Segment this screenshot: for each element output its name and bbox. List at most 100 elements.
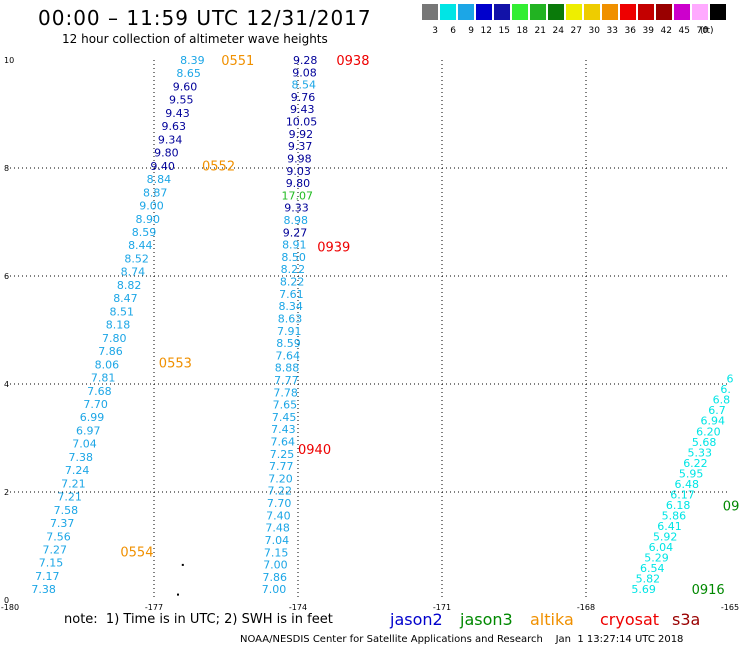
cryosat-track: 9.289.088.549.769.4310.059.929.379.989.0… <box>262 54 370 596</box>
x-tick-label: -168 <box>577 603 595 610</box>
color-swatch <box>440 4 456 20</box>
wave-height-map: -180 -177 -174 -171 -168 -165 0 2 4 6 8 10 8.398.65… <box>1 54 739 610</box>
wave-height-point: 8.39 <box>180 54 205 67</box>
wave-height-point: 9.55 <box>169 94 194 107</box>
wave-height-point: 6 <box>727 373 734 386</box>
legend-altika: altika <box>530 610 574 629</box>
wave-height-point: 9.03 <box>286 165 311 178</box>
pass-time-label: 09 <box>723 500 740 515</box>
wave-height-point: 7.81 <box>91 372 116 385</box>
color-scale-label: 45 <box>678 26 690 36</box>
wave-height-point: 7.86 <box>262 571 287 584</box>
pass-time-label: 0916 <box>692 583 725 598</box>
wave-height-point: 9.80 <box>286 177 311 190</box>
wave-height-point: 8.98 <box>284 214 309 227</box>
wave-height-point: 8.52 <box>124 252 149 265</box>
wave-height-point: 6.41 <box>657 520 682 533</box>
wave-height-point: 9.43 <box>290 103 315 116</box>
color-swatch <box>710 4 726 20</box>
y-tick-label: 8 <box>4 164 9 173</box>
wave-height-point: 8.34 <box>278 300 303 313</box>
wave-height-point: 8.82 <box>117 279 142 292</box>
wave-height-point: 7.80 <box>102 332 127 345</box>
color-scale-label: 33 <box>606 26 618 36</box>
wave-height-point: 9.63 <box>162 120 187 133</box>
wave-height-point: 7.00 <box>262 583 287 596</box>
color-swatch <box>548 4 564 20</box>
wave-height-point: 7.58 <box>54 504 79 517</box>
y-tick-label: 0 <box>4 596 9 605</box>
wave-height-point: 9.40 <box>150 160 175 173</box>
wave-height-point: 9.76 <box>291 91 316 104</box>
color-swatch <box>656 4 672 20</box>
wave-height-point: 5.95 <box>679 467 704 480</box>
wave-height-point: 8.51 <box>109 305 134 318</box>
y-tick-label: 10 <box>4 56 14 65</box>
pass-time-label: 0940 <box>298 443 331 458</box>
wave-height-point: 7.20 <box>268 472 293 485</box>
wave-height-point: 6.99 <box>80 411 105 424</box>
wave-height-point: 6.8 <box>713 394 731 407</box>
wave-height-point: 7.04 <box>72 438 97 451</box>
wave-height-point: 6.20 <box>696 425 721 438</box>
wave-height-point: 7.27 <box>43 544 68 557</box>
wave-height-point: 6.54 <box>640 562 665 575</box>
color-scale-label: 3 <box>432 26 438 36</box>
wave-height-point: 9.43 <box>165 107 190 120</box>
wave-height-point: 9.33 <box>284 202 309 215</box>
color-scale-label: 21 <box>534 26 546 36</box>
wave-height-point: 8.18 <box>106 319 131 332</box>
wave-height-point: 7.38 <box>69 451 94 464</box>
wave-height-point: 7.21 <box>57 491 82 504</box>
color-scale-label: 30 <box>588 26 600 36</box>
wave-height-point: 5.29 <box>644 552 669 565</box>
wave-height-point: 9.98 <box>287 152 312 165</box>
wave-height-point: 8.47 <box>113 292 138 305</box>
wave-height-point: 5.68 <box>692 436 717 449</box>
wave-height-point: 9.37 <box>288 140 313 153</box>
wave-height-point: 8.54 <box>291 79 316 92</box>
wave-height-point: 6.97 <box>76 424 101 437</box>
track-marker <box>177 593 179 596</box>
color-swatch <box>692 4 708 20</box>
color-scale-label: 39 <box>642 26 654 36</box>
color-swatch <box>602 4 618 20</box>
x-tick-label: -177 <box>145 603 163 610</box>
color-scale-label: 6 <box>450 26 456 36</box>
pass-time-label: 0552 <box>202 159 235 174</box>
wave-height-point: 7.25 <box>270 448 295 461</box>
wave-height-point: 9.08 <box>292 66 317 79</box>
wave-height-point: 7.70 <box>83 398 108 411</box>
color-scale-label: 15 <box>498 26 510 36</box>
wave-height-point: 7.68 <box>87 385 112 398</box>
color-scale-label: 27 <box>570 26 582 36</box>
wave-height-point: 7.77 <box>269 460 294 473</box>
color-scale-label: 42 <box>660 26 672 36</box>
wave-height-point: 8.88 <box>275 362 300 375</box>
wave-height-point: 6.18 <box>666 499 691 512</box>
legend-s3a: s3a <box>672 610 701 629</box>
wave-height-point: 10.05 <box>286 116 318 129</box>
satellite-tracks: 8.398.659.609.559.439.639.349.809.408.84… <box>31 54 739 598</box>
color-swatch <box>584 4 600 20</box>
wave-height-point: 9.34 <box>158 133 183 146</box>
wave-height-point: 5.86 <box>662 509 687 522</box>
wave-height-point: 7.64 <box>276 349 301 362</box>
wave-height-point: 9.60 <box>173 80 198 93</box>
wave-height-point: 9.80 <box>154 147 179 160</box>
wave-height-point: 8.44 <box>128 239 153 252</box>
wave-height-point: 6.04 <box>649 541 674 554</box>
y-tick-label: 6 <box>4 272 9 281</box>
wave-height-point: 6.94 <box>700 415 725 428</box>
wave-height-point: 8.22 <box>281 263 306 276</box>
wave-height-point: 8.74 <box>121 266 146 279</box>
wave-height-point: 9.27 <box>283 226 308 239</box>
wave-height-point: 7.43 <box>271 423 296 436</box>
wave-height-point: 8.87 <box>143 186 168 199</box>
wave-height-point: 8.84 <box>147 173 172 186</box>
altika-track: 8.398.659.609.559.439.639.349.809.408.84… <box>31 54 254 596</box>
x-tick-label: -180 <box>1 603 19 610</box>
color-swatch <box>620 4 636 20</box>
wave-height-point: 7.22 <box>268 485 293 498</box>
legend-jason2: jason2 <box>390 610 443 629</box>
